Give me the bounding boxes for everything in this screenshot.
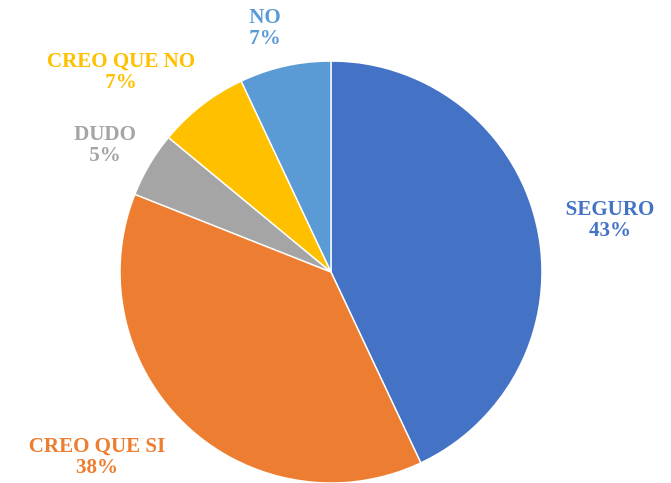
- slice-value: 5%: [89, 142, 121, 166]
- slice-label: SEGURO: [566, 196, 655, 220]
- slice-value: 7%: [249, 25, 281, 49]
- slice-value: 38%: [76, 454, 118, 478]
- pie-slice: [330, 60, 543, 464]
- pie-slice: [119, 193, 422, 483]
- slice-value: 43%: [589, 217, 631, 241]
- pie-slice: [240, 60, 332, 273]
- slice-label: CREO QUE NO: [47, 48, 195, 72]
- slice-value: 7%: [105, 69, 137, 93]
- slice-label: DUDO: [74, 121, 136, 145]
- slice-label: NO: [249, 4, 281, 28]
- slice-label: CREO QUE SI: [29, 433, 166, 457]
